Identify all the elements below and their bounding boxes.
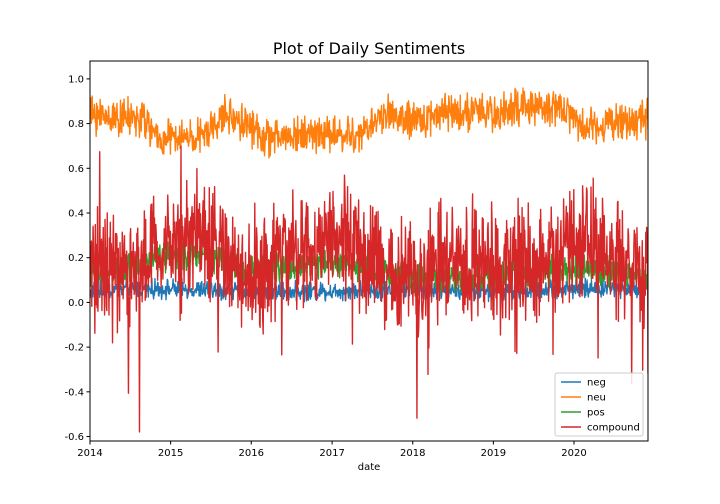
x-tick-label: 2018 <box>400 448 425 459</box>
legend-label-compound: compound <box>587 423 640 434</box>
x-tick-label: 2015 <box>158 448 183 459</box>
legend-label-neg: neg <box>587 378 606 389</box>
x-axis-label: date <box>358 462 381 473</box>
x-tick-label: 2014 <box>77 448 102 459</box>
y-tick-label: 0.4 <box>68 209 84 220</box>
y-tick-label: 0.2 <box>68 253 84 264</box>
x-tick-label: 2019 <box>481 448 506 459</box>
series-line-neu <box>90 87 648 159</box>
legend-label-pos: pos <box>587 408 605 419</box>
x-axis: 2014 2015 2016 2017 2018 2019 2020 <box>77 441 587 459</box>
y-tick-label: 0.6 <box>68 164 84 175</box>
series-line-compound <box>90 145 648 433</box>
y-tick-label: 0.8 <box>68 119 84 130</box>
plot-frame <box>89 60 649 442</box>
y-tick-label: -0.4 <box>64 387 84 398</box>
series-layer <box>90 87 648 433</box>
y-tick-label: 0.0 <box>68 298 84 309</box>
y-tick-label: 1.0 <box>68 74 84 85</box>
legend-label-neu: neu <box>587 393 606 404</box>
chart-title: Plot of Daily Sentiments <box>273 39 465 58</box>
x-tick-label: 2016 <box>239 448 264 459</box>
legend-box <box>554 372 644 437</box>
x-tick-label: 2017 <box>319 448 344 459</box>
y-axis: -0.6 -0.4 -0.2 0.0 0.2 0.4 0.6 0.8 1.0 <box>64 74 90 443</box>
y-tick-label: -0.6 <box>64 432 84 443</box>
x-tick-label: 2020 <box>561 448 586 459</box>
legend: neg neu pos compound <box>554 372 644 437</box>
y-tick-label: -0.2 <box>64 343 84 354</box>
